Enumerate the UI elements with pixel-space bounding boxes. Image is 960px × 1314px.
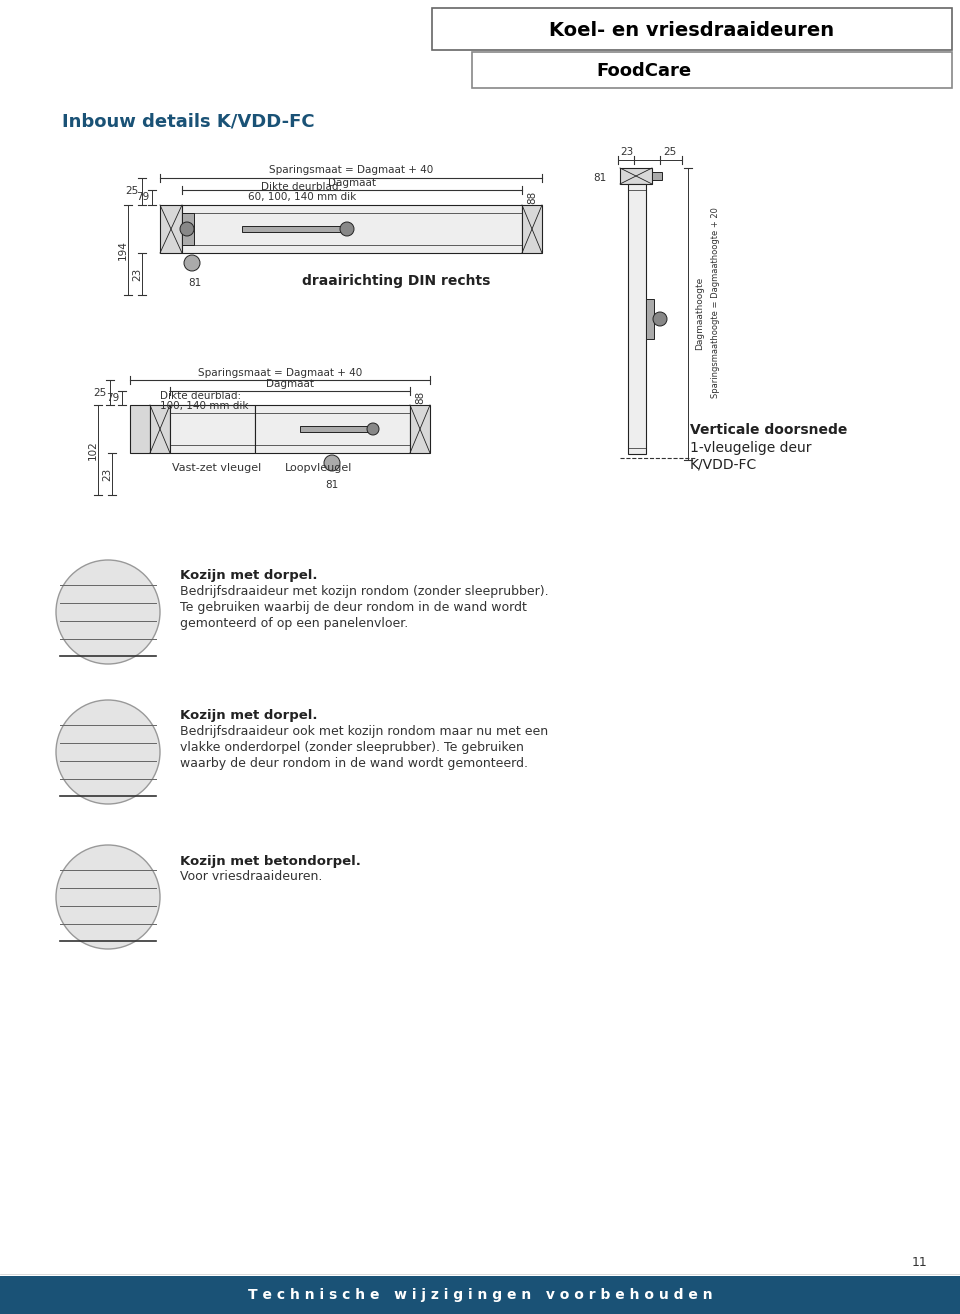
Text: Kozijn met betondorpel.: Kozijn met betondorpel. [180,854,361,867]
Text: Sparingsmaat = Dagmaat + 40: Sparingsmaat = Dagmaat + 40 [269,166,433,175]
Text: 100, 140 mm dik: 100, 140 mm dik [160,401,249,411]
Text: Dagmaat: Dagmaat [328,177,376,188]
Bar [170,405,255,453]
Text: Vast-zet vleugel: Vast-zet vleugel [172,463,261,473]
Bar [628,184,646,455]
Bar [646,300,654,339]
Text: 23: 23 [102,468,112,481]
Text: 102: 102 [88,440,98,460]
Text: 81: 81 [325,480,339,490]
Bar [652,172,662,180]
Text: Sparingsmaathoogte = Dagmaathoogte + 20: Sparingsmaathoogte = Dagmaathoogte + 20 [710,208,719,398]
Circle shape [340,222,354,237]
Bar [130,405,150,453]
Bar [160,205,182,254]
Bar [0,1276,960,1314]
Text: K/VDD-FC: K/VDD-FC [690,459,757,472]
Text: 194: 194 [118,240,128,260]
Bar [300,426,370,432]
Bar [255,405,410,453]
Text: 88: 88 [415,390,425,403]
Bar [620,168,652,184]
Text: Kozijn met dorpel.: Kozijn met dorpel. [180,569,318,582]
Text: 79: 79 [106,393,119,403]
Text: Dagmaathoogte: Dagmaathoogte [695,276,705,350]
Text: 25: 25 [126,187,139,197]
Text: 79: 79 [135,192,149,202]
Text: Kozijn met dorpel.: Kozijn met dorpel. [180,710,318,723]
Text: 81: 81 [188,279,202,288]
Text: 11: 11 [912,1255,928,1268]
Text: Loopvleugel: Loopvleugel [285,463,352,473]
Circle shape [56,700,160,804]
Text: Dikte deurblad:: Dikte deurblad: [160,392,241,401]
Bar [182,205,522,254]
Text: Dikte deurblad:: Dikte deurblad: [261,183,343,192]
Bar [410,405,430,453]
Circle shape [324,455,340,470]
Circle shape [56,560,160,664]
Bar [472,53,952,88]
Bar [522,205,542,254]
Text: Dagmaat: Dagmaat [266,378,314,389]
Text: Bedrijfsdraaideur met kozijn rondom (zonder sleeprubber).: Bedrijfsdraaideur met kozijn rondom (zon… [180,586,548,598]
Text: 23: 23 [620,147,634,156]
Bar [182,213,194,244]
Text: Koel- en vriesdraaideuren: Koel- en vriesdraaideuren [549,21,834,41]
Text: Te gebruiken waarbij de deur rondom in de wand wordt: Te gebruiken waarbij de deur rondom in d… [180,602,527,615]
Text: gemonteerd of op een panelenvloer.: gemonteerd of op een panelenvloer. [180,618,408,631]
Text: draairichting DIN rechts: draairichting DIN rechts [302,275,491,288]
Circle shape [653,311,667,326]
Text: waarby de deur rondom in de wand wordt gemonteerd.: waarby de deur rondom in de wand wordt g… [180,757,528,770]
Text: 88: 88 [527,191,537,204]
Circle shape [367,423,379,435]
Text: 25: 25 [94,388,107,398]
Text: Bedrijfsdraaideur ook met kozijn rondom maar nu met een: Bedrijfsdraaideur ook met kozijn rondom … [180,725,548,738]
Text: FoodCare: FoodCare [596,62,691,80]
Text: 60, 100, 140 mm dik: 60, 100, 140 mm dik [248,192,356,202]
Text: Inbouw details K/VDD-FC: Inbouw details K/VDD-FC [62,113,315,131]
Text: 25: 25 [663,147,677,156]
Text: Sparingsmaat = Dagmaat + 40: Sparingsmaat = Dagmaat + 40 [198,368,362,378]
Text: vlakke onderdorpel (zonder sleeprubber). Te gebruiken: vlakke onderdorpel (zonder sleeprubber).… [180,741,524,754]
Text: T e c h n i s c h e   w i j z i g i n g e n   v o o r b e h o u d e n: T e c h n i s c h e w i j z i g i n g e … [248,1288,712,1302]
Text: Verticale doorsnede: Verticale doorsnede [690,423,848,438]
Text: 1-vleugelige deur: 1-vleugelige deur [690,442,811,455]
Bar [432,8,952,50]
Bar [242,226,342,233]
Circle shape [180,222,194,237]
Bar [150,405,170,453]
Text: 23: 23 [132,267,142,281]
Circle shape [56,845,160,949]
Text: 81: 81 [592,173,606,183]
Text: Voor vriesdraaideuren.: Voor vriesdraaideuren. [180,870,323,883]
Circle shape [184,255,200,271]
